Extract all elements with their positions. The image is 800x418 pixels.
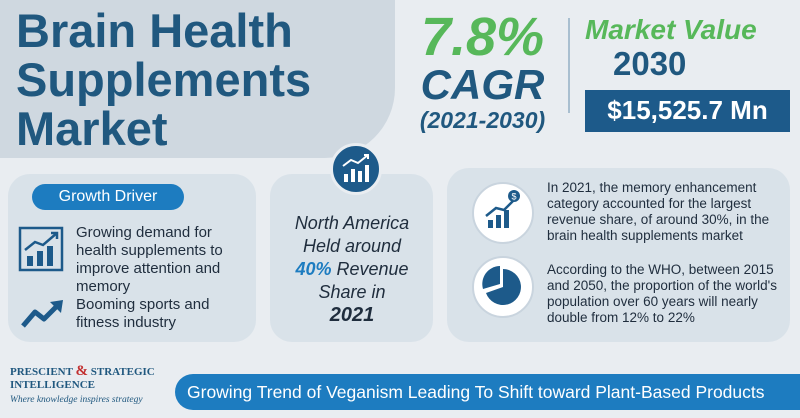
growth-driver-item: Booming sports and fitness industry: [76, 296, 210, 331]
footer-banner: Growing Trend of Veganism Leading To Shi…: [175, 374, 800, 410]
market-value-label: Market Value: [585, 14, 757, 45]
money-growth-icon: $: [472, 182, 534, 244]
market-value-year: 2030: [613, 45, 687, 82]
logo-word-intelligence: INTELLIGENCE: [10, 379, 95, 391]
regional-year: 2021: [329, 304, 375, 326]
cagr-label: CAGR: [420, 61, 545, 108]
divider: [568, 18, 570, 113]
regional-highlight: 40%: [295, 259, 332, 279]
cagr-block: 7.8% CAGR (2021-2030): [405, 10, 560, 134]
logo-tagline: Where knowledge inspires strategy: [10, 395, 143, 405]
market-value-amount: $15,525.7 Mn: [585, 90, 790, 132]
bar-chart-trend-icon: [18, 226, 64, 272]
logo-word-strategic: STRATEGIC: [90, 366, 155, 378]
insight-text: In 2021, the memory enhancement category…: [547, 180, 770, 243]
logo-ampersand: &: [75, 363, 89, 379]
market-value-block: Market Value 2030 $15,525.7 Mn: [585, 14, 790, 132]
regional-share-card: [270, 174, 433, 342]
growth-chart-icon: [330, 143, 382, 195]
logo-word-prescient: PRESCIENT: [10, 366, 73, 378]
pie-chart-icon: [472, 256, 534, 318]
title-panel: [0, 0, 395, 158]
page-title: Brain Health Supplements Market: [16, 4, 312, 155]
regional-line2: Revenue Share in: [318, 259, 409, 302]
svg-text:$: $: [511, 192, 516, 202]
growth-driver-badge: Growth Driver: [32, 184, 184, 210]
cagr-period: (2021-2030): [419, 107, 546, 133]
cagr-value: 7.8%: [420, 7, 545, 67]
company-logo: PRESCIENT & STRATEGIC INTELLIGENCE Where…: [10, 363, 165, 406]
regional-share-text: North America Held around 40% Revenue Sh…: [276, 212, 428, 327]
insight-text: According to the WHO, between 2015 and 2…: [547, 262, 777, 325]
trend-arrow-icon: [21, 300, 63, 328]
growth-driver-item: Growing demand for health supplements to…: [76, 224, 223, 295]
regional-line1: North America Held around: [294, 213, 410, 256]
